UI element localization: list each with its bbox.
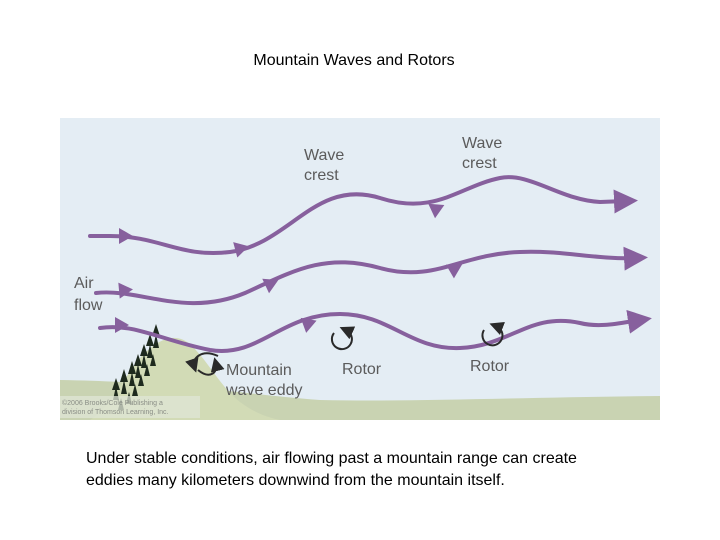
flow-arrow-mid-3 xyxy=(445,264,463,279)
diagram-canvas: Wave crest Wave crest Air flow Mountain … xyxy=(60,118,660,420)
flow-line-bottom xyxy=(98,309,652,353)
wave-crest-label-right: Wave crest xyxy=(462,135,507,172)
flow-arrow-top-1 xyxy=(119,228,133,244)
flow-line-middle xyxy=(94,246,648,306)
caption: Under stable conditions, air flowing pas… xyxy=(86,448,686,492)
air-flow-label: Air flow xyxy=(74,275,103,314)
mountain-wave-diagram: Wave crest Wave crest Air flow Mountain … xyxy=(60,118,660,420)
flow-arrow-top-3 xyxy=(428,203,445,219)
caption-line-1: Under stable conditions, air flowing pas… xyxy=(86,450,577,467)
caption-line-2: eddies many kilometers downwind from the… xyxy=(86,472,505,489)
wave-crest-label-left: Wave crest xyxy=(304,147,349,184)
flow-arrow-top-2 xyxy=(233,242,249,258)
eddy-icon-upper xyxy=(185,352,219,373)
flow-arrow-mid-2 xyxy=(262,278,279,294)
flow-arrow-bot-1 xyxy=(115,317,129,333)
rotor-icon-left xyxy=(330,326,356,351)
mountain-wave-eddy-label: Mountain wave eddy xyxy=(225,362,303,399)
rotor-icon-right xyxy=(481,321,506,347)
image-credit: ©2006 Brooks/Cole Publishing a division … xyxy=(62,399,169,416)
rotor-label-left: Rotor xyxy=(342,361,382,378)
eddy-icon-lower xyxy=(197,357,225,376)
flow-direction-arrows xyxy=(115,203,463,333)
flow-arrow-bot-2 xyxy=(300,317,317,333)
flow-arrow-mid-1 xyxy=(118,282,133,299)
slide-title: Mountain Waves and Rotors xyxy=(253,52,455,69)
flow-line-top xyxy=(88,175,638,255)
rotor-label-right: Rotor xyxy=(470,358,510,375)
